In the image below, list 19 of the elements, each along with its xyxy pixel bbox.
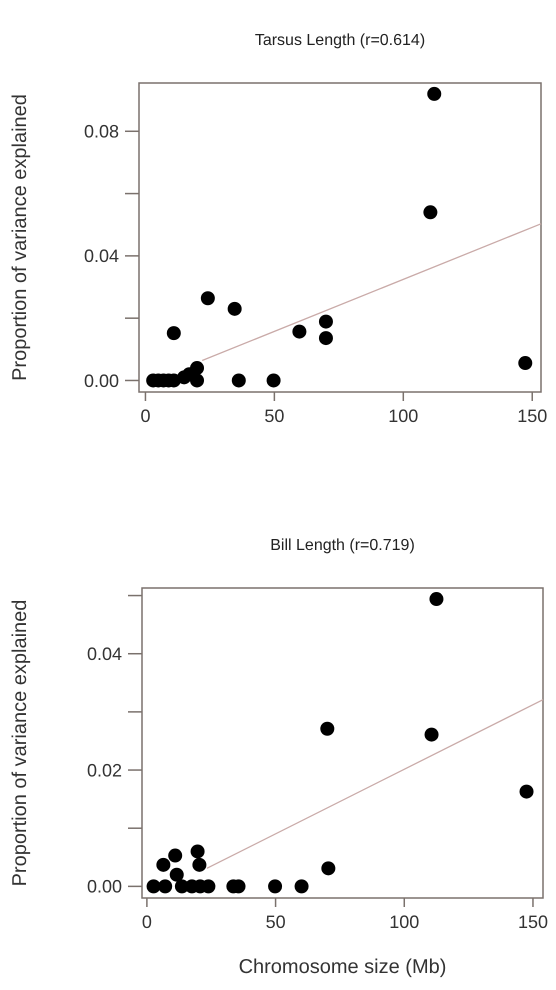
chart-title: Tarsus Length (r=0.614): [254, 32, 426, 49]
x-tick-label: 0: [142, 912, 152, 932]
x-tick-label: 50: [264, 406, 284, 426]
x-tick-label: 100: [389, 912, 420, 932]
x-tick-label: 100: [388, 406, 418, 426]
y-tick-label: 0.04: [86, 644, 122, 664]
y-tick-label: 0.08: [84, 122, 119, 142]
y-tick-label: 0.00: [84, 370, 119, 391]
x-tick-label: 150: [517, 406, 548, 426]
x-tick-label: 150: [518, 912, 548, 932]
x-tick-label: 0: [140, 406, 150, 426]
y-tick-label: 0.00: [86, 876, 122, 897]
y-axis-title: Proportion of variance explained: [9, 94, 31, 381]
chart-title: Bill Length (r=0.719): [270, 537, 415, 554]
x-axis-title: Chromosome size (Mb): [238, 956, 446, 978]
y-tick-label: 0.04: [84, 246, 119, 266]
x-tick-label: 50: [266, 912, 286, 932]
y-tick-label: 0.02: [86, 760, 122, 780]
y-axis-title: Proportion of variance explained: [9, 600, 31, 886]
